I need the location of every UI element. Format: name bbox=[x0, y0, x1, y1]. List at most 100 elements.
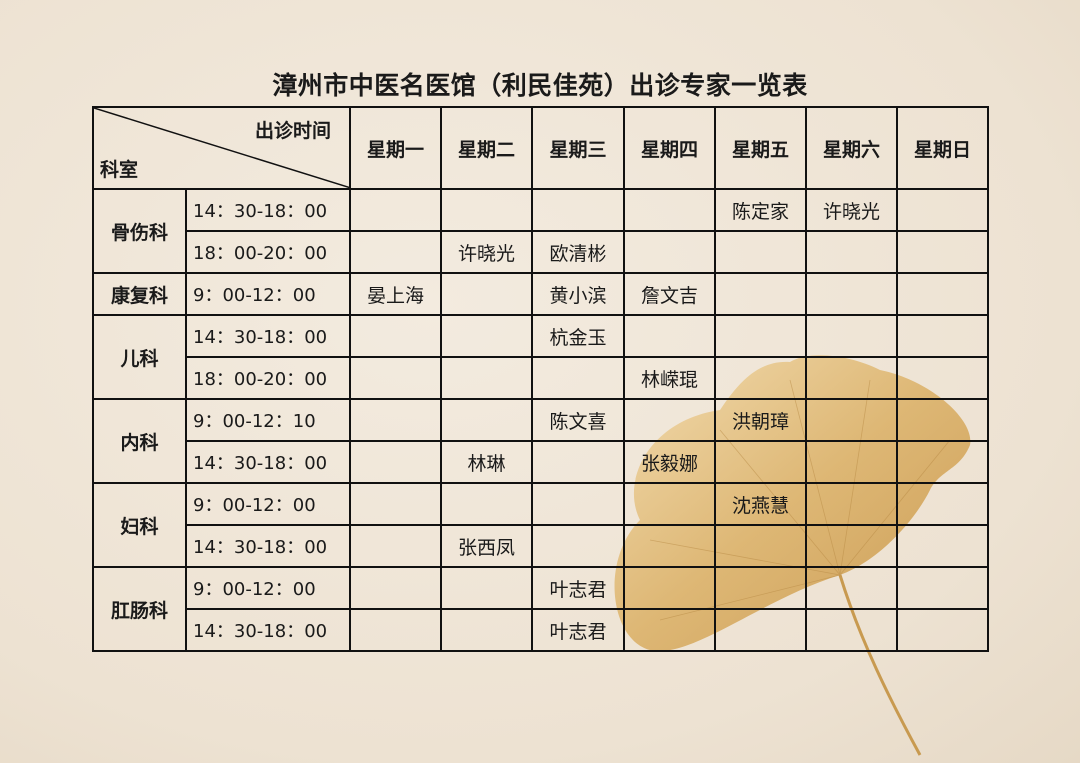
doctor-cell bbox=[623, 482, 716, 526]
doctor-cell bbox=[805, 314, 898, 358]
doctor-cell: 林嵘琨 bbox=[623, 356, 716, 400]
schedule-table: 出诊时间 科室 星期一 星期二 星期三 星期四 星期五 星期六 星期日 骨伤科 1… bbox=[92, 106, 989, 652]
day-header: 星期一 bbox=[349, 106, 442, 190]
page-title: 漳州市中医名医馆（利民佳苑）出诊专家一览表 bbox=[272, 71, 808, 100]
doctor-cell bbox=[896, 608, 989, 652]
department-cell: 骨伤科 bbox=[92, 188, 187, 274]
table-row: 14：30-18：00 林琳 张毅娜 bbox=[93, 440, 989, 484]
time-slot-cell: 14：30-18：00 bbox=[185, 314, 351, 358]
table-row: 内科 9：00-12：10 陈文喜 洪朝璋 bbox=[92, 398, 989, 484]
doctor-cell bbox=[623, 230, 716, 274]
doctor-cell bbox=[623, 398, 716, 442]
header-row: 出诊时间 科室 星期一 星期二 星期三 星期四 星期五 星期六 星期日 bbox=[92, 106, 989, 190]
doctor-cell: 陈文喜 bbox=[531, 398, 625, 442]
department-cell: 儿科 bbox=[92, 314, 187, 400]
doctor-cell bbox=[805, 440, 898, 484]
doctor-cell bbox=[805, 356, 898, 400]
doctor-cell: 黄小滨 bbox=[531, 272, 625, 316]
doctor-cell bbox=[714, 272, 807, 316]
time-slot-cell: 14：30-18：00 bbox=[185, 524, 351, 568]
doctor-cell bbox=[805, 272, 898, 316]
diagonal-divider bbox=[94, 108, 351, 188]
department-cell: 肛肠科 bbox=[92, 566, 187, 652]
table-row: 康复科 9：00-12：00 晏上海 黄小滨 詹文吉 bbox=[92, 272, 989, 316]
doctor-cell bbox=[714, 230, 807, 274]
doctor-cell bbox=[440, 314, 533, 358]
doctor-cell bbox=[440, 188, 533, 232]
department-cell: 妇科 bbox=[92, 482, 187, 568]
time-slot-cell: 14：30-18：00 bbox=[185, 440, 351, 484]
department-cell: 康复科 bbox=[92, 272, 187, 316]
doctor-cell bbox=[896, 188, 989, 232]
time-slot-cell: 14：30-18：00 bbox=[185, 188, 351, 232]
doctor-cell bbox=[805, 230, 898, 274]
doctor-cell bbox=[349, 440, 442, 484]
table-row: 18：00-20：00 许晓光 欧清彬 bbox=[93, 230, 989, 274]
doctor-cell bbox=[349, 524, 442, 568]
time-slot-cell: 9：00-12：00 bbox=[185, 482, 351, 526]
doctor-cell bbox=[896, 356, 989, 400]
doctor-cell: 张毅娜 bbox=[623, 440, 716, 484]
time-slot-cell: 9：00-12：00 bbox=[185, 566, 351, 610]
doctor-cell bbox=[805, 566, 898, 610]
doctor-cell bbox=[440, 608, 533, 652]
doctor-cell bbox=[896, 482, 989, 526]
doctor-cell bbox=[623, 566, 716, 610]
doctor-cell bbox=[349, 482, 442, 526]
doctor-cell: 陈定家 bbox=[714, 188, 807, 232]
doctor-cell bbox=[805, 398, 898, 442]
doctor-cell bbox=[714, 524, 807, 568]
time-slot-cell: 14：30-18：00 bbox=[185, 608, 351, 652]
table-row: 18：00-20：00 林嵘琨 bbox=[93, 356, 989, 400]
day-header: 星期日 bbox=[896, 106, 989, 190]
day-header: 星期二 bbox=[440, 106, 533, 190]
doctor-cell bbox=[714, 314, 807, 358]
doctor-cell bbox=[805, 608, 898, 652]
doctor-cell bbox=[896, 524, 989, 568]
doctor-cell bbox=[896, 314, 989, 358]
day-header: 星期三 bbox=[531, 106, 625, 190]
time-slot-cell: 9：00-12：00 bbox=[185, 272, 351, 316]
doctor-cell bbox=[896, 272, 989, 316]
doctor-cell bbox=[714, 608, 807, 652]
table-row: 骨伤科 14：30-18：00 陈定家 许晓光 bbox=[92, 188, 989, 274]
day-header: 星期四 bbox=[623, 106, 716, 190]
doctor-cell bbox=[805, 524, 898, 568]
doctor-cell bbox=[440, 398, 533, 442]
doctor-cell: 詹文吉 bbox=[623, 272, 716, 316]
doctor-cell bbox=[531, 356, 625, 400]
doctor-cell bbox=[896, 440, 989, 484]
doctor-cell bbox=[349, 398, 442, 442]
doctor-cell bbox=[623, 524, 716, 568]
doctor-cell bbox=[531, 482, 625, 526]
doctor-cell: 林琳 bbox=[440, 440, 533, 484]
doctor-cell bbox=[531, 188, 625, 232]
doctor-cell bbox=[349, 566, 442, 610]
doctor-cell bbox=[349, 188, 442, 232]
doctor-cell bbox=[349, 356, 442, 400]
doctor-cell: 许晓光 bbox=[805, 188, 898, 232]
table-row: 肛肠科 9：00-12：00 叶志君 bbox=[92, 566, 989, 652]
table-row: 妇科 9：00-12：00 沈燕慧 bbox=[92, 482, 989, 568]
time-slot-cell: 18：00-20：00 bbox=[185, 230, 351, 274]
doctor-cell: 沈燕慧 bbox=[714, 482, 807, 526]
doctor-cell: 叶志君 bbox=[531, 566, 625, 610]
corner-header: 出诊时间 科室 bbox=[92, 106, 351, 190]
doctor-cell: 许晓光 bbox=[440, 230, 533, 274]
day-header: 星期六 bbox=[805, 106, 898, 190]
table-row: 儿科 14：30-18：00 杭金玉 bbox=[92, 314, 989, 400]
dept-header-label: 科室 bbox=[100, 159, 139, 181]
doctor-cell bbox=[623, 188, 716, 232]
doctor-cell: 杭金玉 bbox=[531, 314, 625, 358]
doctor-cell bbox=[623, 608, 716, 652]
doctor-cell bbox=[714, 440, 807, 484]
doctor-cell bbox=[440, 566, 533, 610]
doctor-cell bbox=[440, 356, 533, 400]
doctor-cell bbox=[440, 272, 533, 316]
doctor-cell: 张西凤 bbox=[440, 524, 533, 568]
doctor-cell bbox=[714, 356, 807, 400]
doctor-cell bbox=[623, 314, 716, 358]
table-row: 14：30-18：00 叶志君 bbox=[93, 608, 989, 652]
doctor-cell bbox=[805, 482, 898, 526]
day-header: 星期五 bbox=[714, 106, 807, 190]
